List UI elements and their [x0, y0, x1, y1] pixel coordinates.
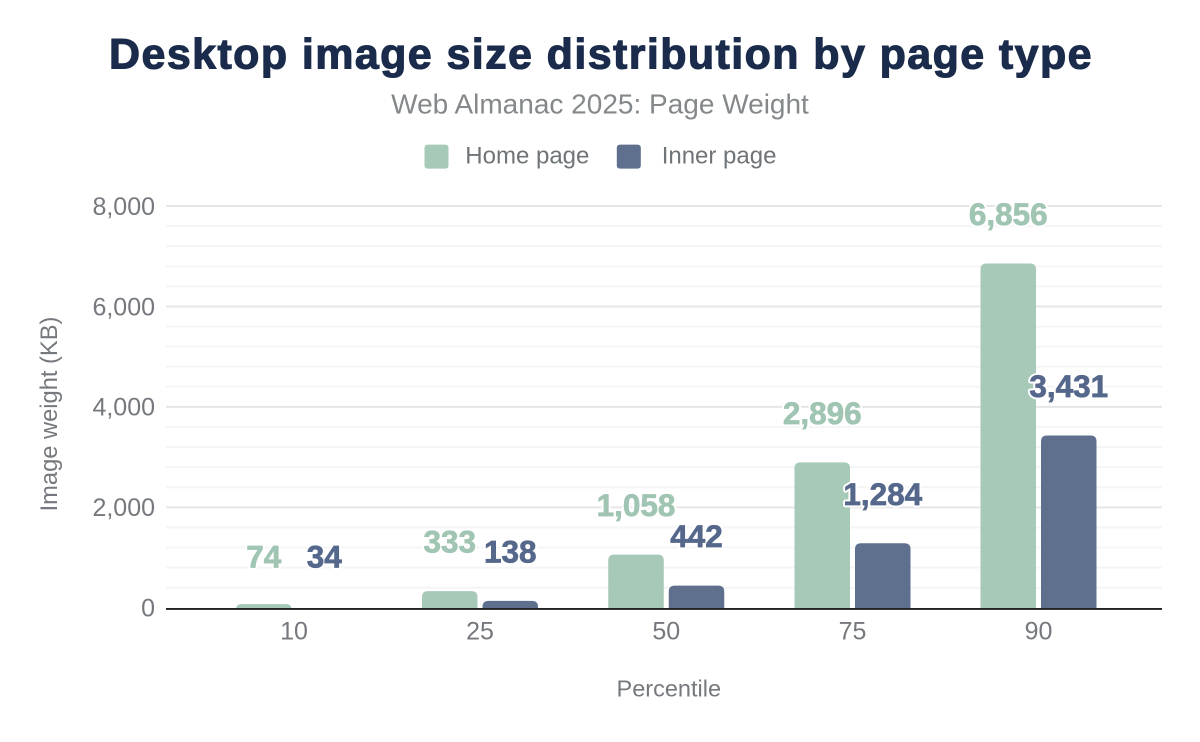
svg-text:138: 138 — [484, 533, 537, 569]
svg-text:4,000: 4,000 — [92, 394, 155, 422]
svg-text:6,856: 6,856 — [969, 196, 1048, 232]
svg-text:3,431: 3,431 — [1029, 368, 1108, 404]
svg-text:10: 10 — [280, 618, 308, 646]
svg-text:34: 34 — [307, 539, 343, 575]
svg-text:8,000: 8,000 — [92, 193, 155, 221]
svg-text:1,284: 1,284 — [843, 476, 922, 512]
svg-text:Home page: Home page — [465, 142, 589, 169]
svg-text:90: 90 — [1025, 618, 1053, 646]
svg-text:3,431: 3,431 — [1029, 368, 1108, 404]
svg-text:75: 75 — [839, 618, 867, 646]
svg-text:Inner page: Inner page — [662, 142, 777, 169]
svg-text:442: 442 — [670, 518, 723, 554]
svg-text:1,058: 1,058 — [597, 487, 676, 523]
svg-text:6,000: 6,000 — [92, 293, 155, 321]
svg-text:34: 34 — [307, 539, 343, 575]
svg-text:74: 74 — [246, 538, 282, 574]
svg-text:6,856: 6,856 — [969, 196, 1048, 232]
svg-text:50: 50 — [652, 618, 680, 646]
svg-text:1,284: 1,284 — [843, 476, 922, 512]
svg-text:138: 138 — [484, 533, 537, 569]
svg-text:333: 333 — [423, 524, 476, 560]
svg-text:74: 74 — [246, 538, 282, 574]
svg-text:0: 0 — [141, 595, 155, 623]
svg-text:Desktop image size distributio: Desktop image size distribution by page … — [109, 31, 1093, 79]
svg-text:1,058: 1,058 — [597, 487, 676, 523]
svg-text:Web Almanac 2025: Page Weight: Web Almanac 2025: Page Weight — [391, 89, 809, 120]
svg-text:2,896: 2,896 — [783, 395, 862, 431]
svg-text:Percentile: Percentile — [617, 675, 722, 701]
svg-text:Image weight (KB): Image weight (KB) — [37, 317, 63, 512]
svg-text:442: 442 — [670, 518, 723, 554]
svg-text:2,000: 2,000 — [92, 494, 155, 522]
svg-text:2,896: 2,896 — [783, 395, 862, 431]
svg-text:25: 25 — [466, 618, 494, 646]
svg-text:333: 333 — [423, 524, 476, 560]
